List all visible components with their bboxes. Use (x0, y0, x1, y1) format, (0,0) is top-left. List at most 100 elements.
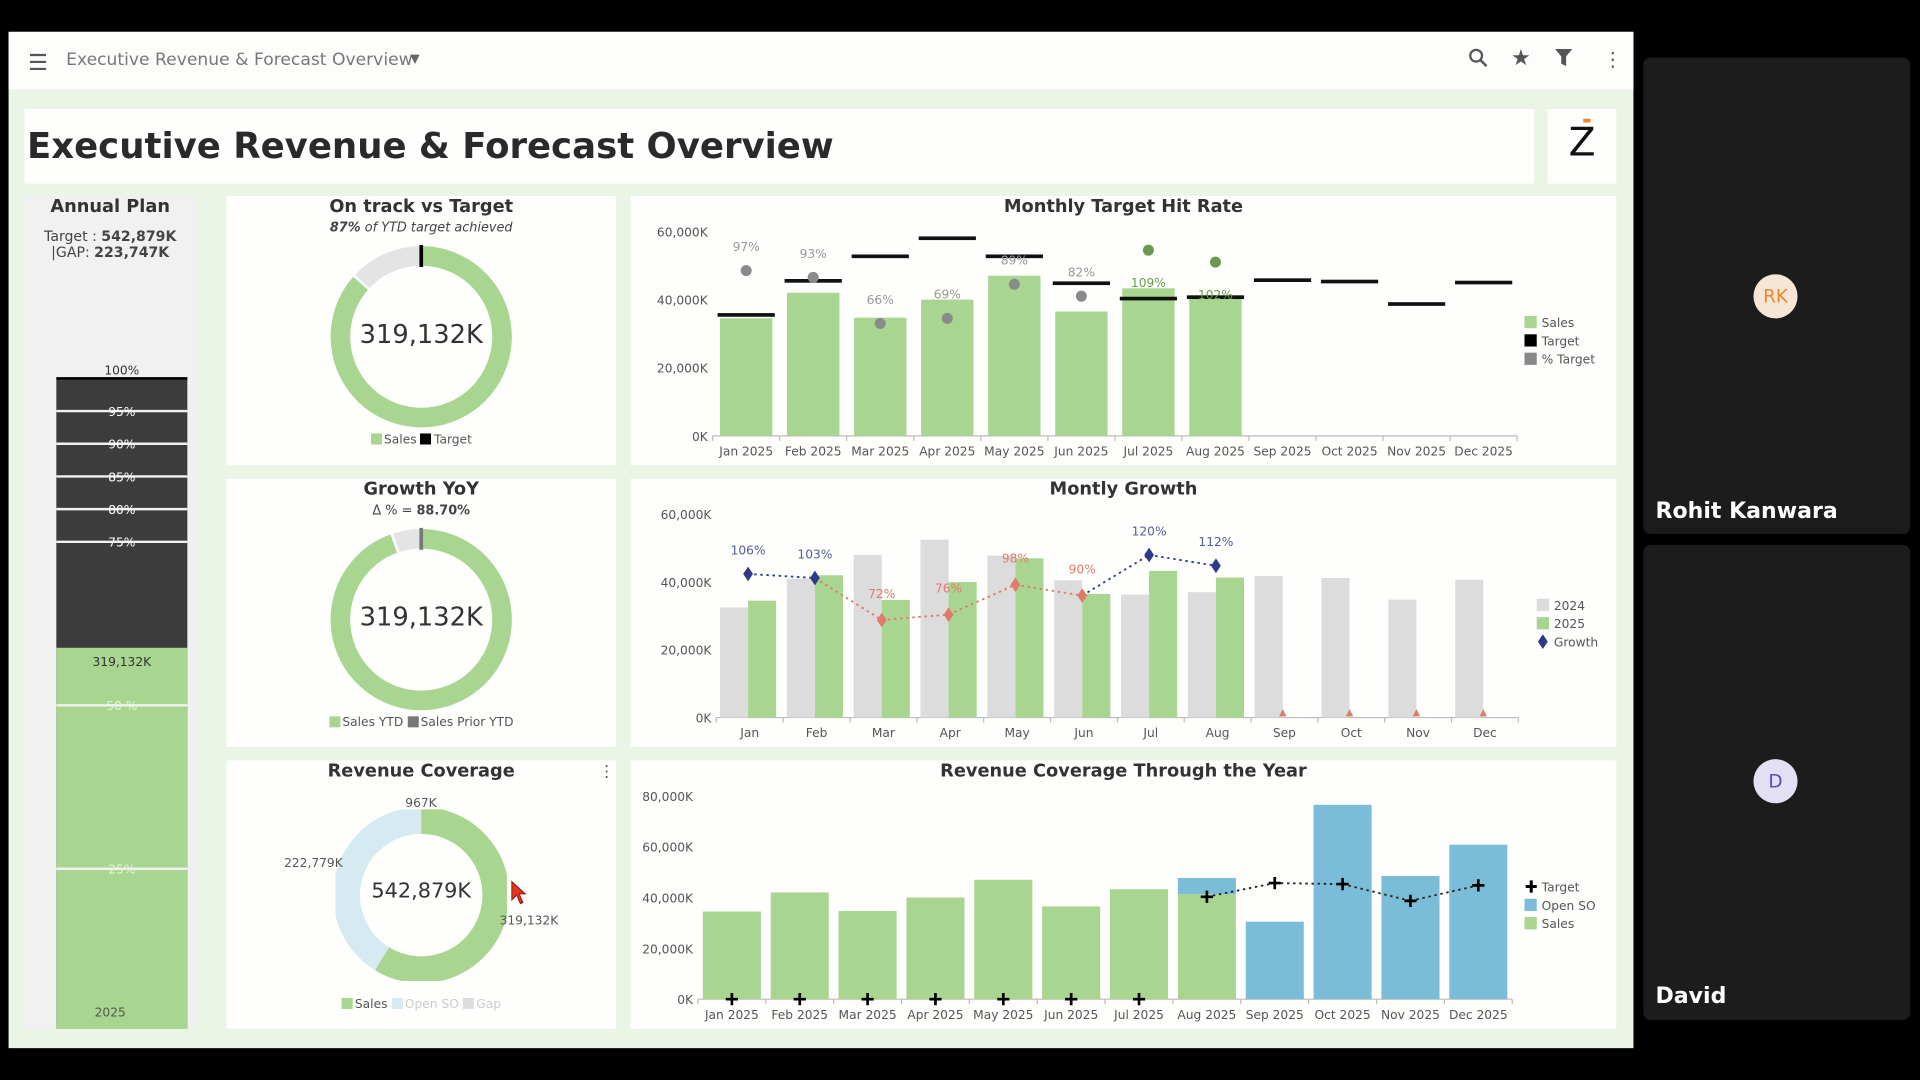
target-line (1186, 295, 1245, 300)
avatar: D (1753, 759, 1798, 804)
legend-swatch (1536, 617, 1549, 630)
target-marker (1268, 876, 1281, 890)
x-tick-label: Sep (1273, 726, 1296, 740)
bar-2024 (1455, 579, 1484, 718)
revenue-coverage-year-panel: Revenue Coverage Through the Year 0K 20,0… (630, 760, 1617, 1029)
x-tick-label: Nov 2025 (1387, 445, 1446, 459)
bar-2025 (881, 599, 910, 718)
growth-label: 103% (797, 547, 832, 561)
bar-2025 (814, 575, 843, 718)
sales-bar (720, 318, 773, 436)
bar-2024 (1121, 594, 1150, 718)
annual-gap-value: 223,747K (94, 243, 170, 261)
x-tick-label: Nov 2025 (1381, 1008, 1440, 1022)
x-tick-label: Jul 2025 (1123, 445, 1174, 459)
open-so-bar (1381, 875, 1440, 1000)
annual-target-value: 542,879K (101, 227, 177, 245)
pct-target-label: 97% (733, 240, 760, 254)
growth-label: 120% (1132, 524, 1167, 538)
bar-2025 (748, 600, 777, 718)
target-marker (1200, 890, 1214, 903)
revenue-coverage-donut (335, 809, 507, 981)
growth-yoy-title: Growth YoY (363, 480, 479, 500)
search-icon[interactable] (1468, 48, 1488, 72)
bar-2024 (1321, 577, 1350, 718)
x-tick-label: Dec (1473, 726, 1497, 740)
y-tick-label: 60,000K (642, 841, 694, 855)
y-tick-label: 40,000K (661, 576, 713, 590)
monthly-growth-panel: Montly Growth 0K 20,000K 40,000K 60,000K Jan… (630, 478, 1617, 747)
sales-bar (702, 911, 761, 1000)
bar-2025 (1215, 577, 1245, 718)
sales-bar (1122, 288, 1175, 436)
star-icon[interactable]: ★ (1511, 45, 1531, 72)
prior-arc (393, 528, 422, 553)
monthly-target-hit-rate-chart: 0K 20,000K 40,000K 60,000K Jan 2025 Feb 2025 M… (657, 225, 1596, 459)
target-marker (929, 993, 942, 1006)
target-marker (1404, 894, 1417, 907)
more-options-icon[interactable]: ⋮ (598, 762, 615, 782)
bar-2024 (1054, 580, 1083, 718)
dashboard-window: ☰ Executive Revenue & Forecast Overview … (8, 31, 1634, 1049)
growth-yoy-donut (330, 527, 512, 711)
dashboard-selector[interactable]: Executive Revenue & Forecast Overview (66, 50, 413, 70)
growth-line-segment (748, 572, 815, 579)
legend-label: % Target (1542, 353, 1596, 367)
open-so-bar (1313, 804, 1372, 1000)
more-vertical-icon[interactable]: ⋮ (1602, 47, 1623, 72)
sales-bar (1177, 894, 1236, 1000)
x-tick-label: Apr (940, 726, 962, 740)
x-tick-label: Jun (1073, 726, 1093, 740)
x-tick-label: May 2025 (984, 445, 1044, 459)
growth-yoy-panel: Growth YoY Δ % = 88.70% 319,132K Sales Y… (226, 478, 616, 747)
y-tick-label: 20,000K (642, 942, 694, 956)
x-tick-label: Sep 2025 (1253, 445, 1311, 459)
sales-bar (1189, 295, 1242, 436)
band-label: 80% (108, 503, 135, 517)
growth-line-segment (881, 613, 949, 621)
target-marker (1472, 879, 1485, 892)
bar-2024 (1254, 575, 1283, 718)
legend-swatch (1524, 315, 1537, 329)
band-label: 85% (108, 470, 135, 484)
filter-icon[interactable] (1554, 48, 1574, 72)
x-tick-label: Jan 2025 (704, 1008, 759, 1022)
pct-target-label: 69% (934, 288, 961, 302)
legend-swatch (1536, 598, 1549, 612)
participant-tile[interactable]: RK Rohit Kanwara (1643, 57, 1911, 534)
monthly-growth-chart: 0K 20,000K 40,000K 60,000K Jan Feb Mar Apr May Ju… (661, 508, 1599, 740)
pct-target-point (1075, 290, 1087, 302)
y-tick-label: 20,000K (657, 362, 709, 376)
on-track-title: On track vs Target (329, 197, 514, 217)
annual-plan-title: Annual Plan (50, 197, 171, 217)
target-marker (861, 993, 874, 1006)
logo: Z (1547, 108, 1617, 184)
pct-target-label: 82% (1068, 266, 1095, 280)
legend-marker (1537, 634, 1548, 649)
annual-plan-panel: Annual Plan Target : 542,879K |GAP: 223,… (24, 195, 196, 1029)
x-tick-label: Oct 2025 (1321, 445, 1377, 459)
bar-2025 (1015, 558, 1044, 718)
target-marker (1065, 993, 1078, 1006)
x-tick-label: Feb (806, 726, 828, 740)
participant-tile[interactable]: D David (1643, 544, 1911, 1021)
growth-label: 106% (731, 543, 766, 557)
sales-arc (330, 246, 512, 428)
x-tick-label: Aug 2025 (1177, 1008, 1236, 1022)
open-so-bar (1449, 844, 1508, 1000)
annual-plan-bar: 100% 95% 90% 85% 80% 75% 50 % 25% 319,132K (56, 364, 188, 1029)
bar-2024 (720, 607, 749, 718)
growth-marker (1279, 708, 1287, 717)
menu-icon[interactable]: ☰ (28, 50, 48, 76)
chevron-down-icon[interactable]: ▼ (410, 52, 420, 67)
pct-target-point (941, 312, 953, 324)
path (353, 274, 370, 290)
on-track-panel: On track vs Target 87% of YTD target ach… (226, 195, 616, 466)
sales-bar (1042, 906, 1101, 1000)
x-tick-label: Feb 2025 (785, 445, 842, 459)
revenue-coverage-panel: Revenue Coverage ⋮ 542,879K 967K 222,779… (226, 760, 616, 1029)
pct-target-point (807, 271, 819, 283)
x-tick-label: Oct 2025 (1315, 1008, 1371, 1022)
x-tick-label: Apr 2025 (919, 445, 975, 459)
x-tick-label: Jun 2025 (1043, 1008, 1098, 1022)
